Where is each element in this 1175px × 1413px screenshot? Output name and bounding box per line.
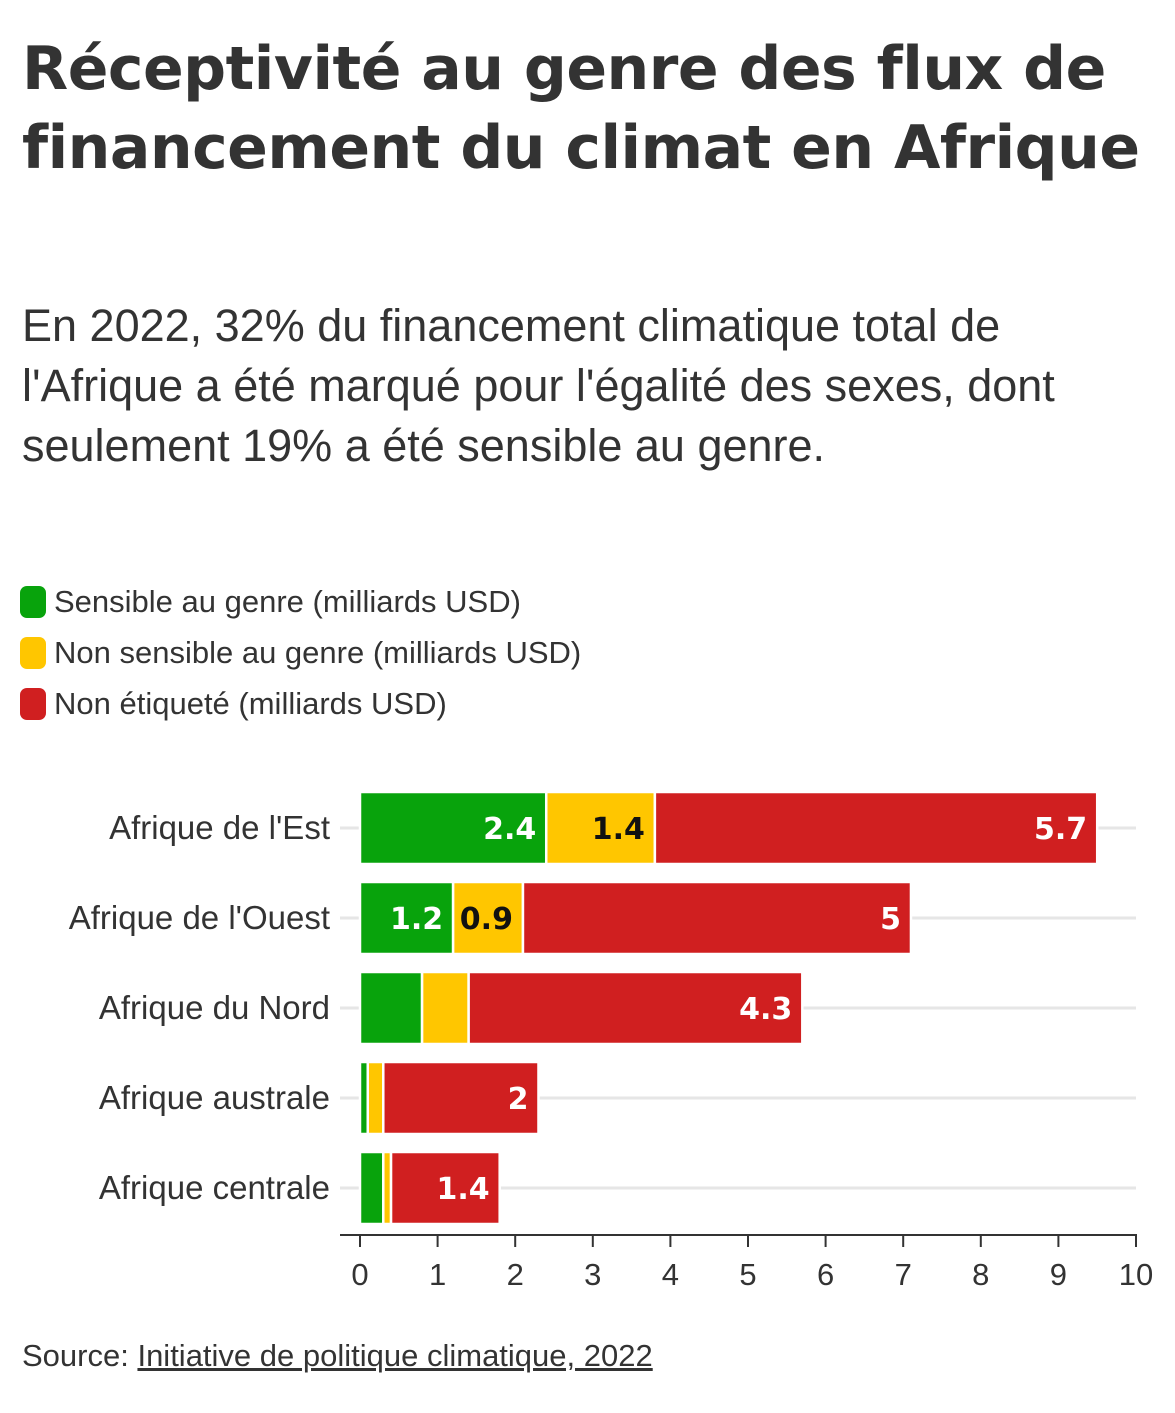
bar-segment	[389, 1150, 501, 1226]
bar-segment	[358, 880, 455, 956]
chart-subtitle: En 2022, 32% du financement climatique t…	[22, 300, 1055, 471]
x-tick-label: 1	[429, 1257, 446, 1292]
legend-item-non-etiquete: Non étiqueté (milliards USD)	[20, 678, 581, 729]
source-prefix: Source:	[22, 1338, 138, 1373]
data-label: 1.4	[437, 1172, 490, 1207]
bar-segment	[358, 970, 424, 1046]
data-label: 2.4	[483, 812, 536, 847]
x-tick-label: 3	[584, 1257, 601, 1292]
category-label: Afrique du Nord	[99, 989, 330, 1026]
bar-segment	[521, 880, 913, 956]
data-label: 1.2	[390, 902, 443, 937]
legend: Sensible au genre (milliards USD) Non se…	[20, 576, 581, 729]
data-label: 5	[880, 902, 901, 937]
bar-segment	[420, 970, 470, 1046]
data-label: 4.3	[739, 992, 792, 1027]
x-tick-label: 5	[739, 1257, 756, 1292]
legend-label: Sensible au genre (milliards USD)	[54, 583, 521, 619]
category-label: Afrique australe	[99, 1079, 330, 1116]
bar-segment	[358, 1150, 385, 1226]
data-label: 2	[508, 1082, 529, 1117]
bar-segment	[653, 790, 1099, 866]
category-label: Afrique centrale	[99, 1169, 330, 1206]
data-label: 5.7	[1034, 812, 1087, 847]
bar-chart: 2.4 1.4 5.7 Afrique de l'Est 1.2 0.9 5 Afrique …	[69, 790, 1153, 1292]
legend-item-sensible: Sensible au genre (milliards USD)	[20, 576, 581, 627]
data-label: 1.4	[592, 812, 645, 847]
legend-swatch-yellow	[20, 636, 46, 669]
legend-item-non-sensible: Non sensible au genre (milliards USD)	[20, 627, 581, 678]
x-tick-label: 7	[895, 1257, 912, 1292]
bar-segment	[467, 970, 804, 1046]
x-tick-label: 6	[817, 1257, 834, 1292]
legend-swatch-green	[20, 585, 46, 618]
x-tick-label: 10	[1119, 1257, 1153, 1292]
bar-segment	[382, 1060, 540, 1136]
chart-title: Réceptivité au genre des flux de finance…	[22, 34, 1140, 183]
x-tick-label: 8	[972, 1257, 989, 1292]
legend-swatch-red	[20, 687, 46, 720]
category-label: Afrique de l'Est	[109, 809, 330, 846]
source-link[interactable]: Initiative de politique climatique, 2022	[137, 1338, 653, 1373]
bar-segment	[358, 790, 548, 866]
x-tick-label: 9	[1050, 1257, 1067, 1292]
x-tick-label: 4	[662, 1257, 679, 1292]
x-tick-label: 0	[351, 1257, 368, 1292]
legend-label: Non sensible au genre (milliards USD)	[54, 634, 582, 670]
x-tick-label: 2	[507, 1257, 524, 1292]
legend-label: Non étiqueté (milliards USD)	[54, 685, 447, 721]
category-label: Afrique de l'Ouest	[69, 899, 330, 936]
data-label: 0.9	[460, 902, 513, 937]
bar-segment	[366, 1060, 385, 1136]
source-line: Source: Initiative de politique climatiq…	[22, 1338, 653, 1374]
